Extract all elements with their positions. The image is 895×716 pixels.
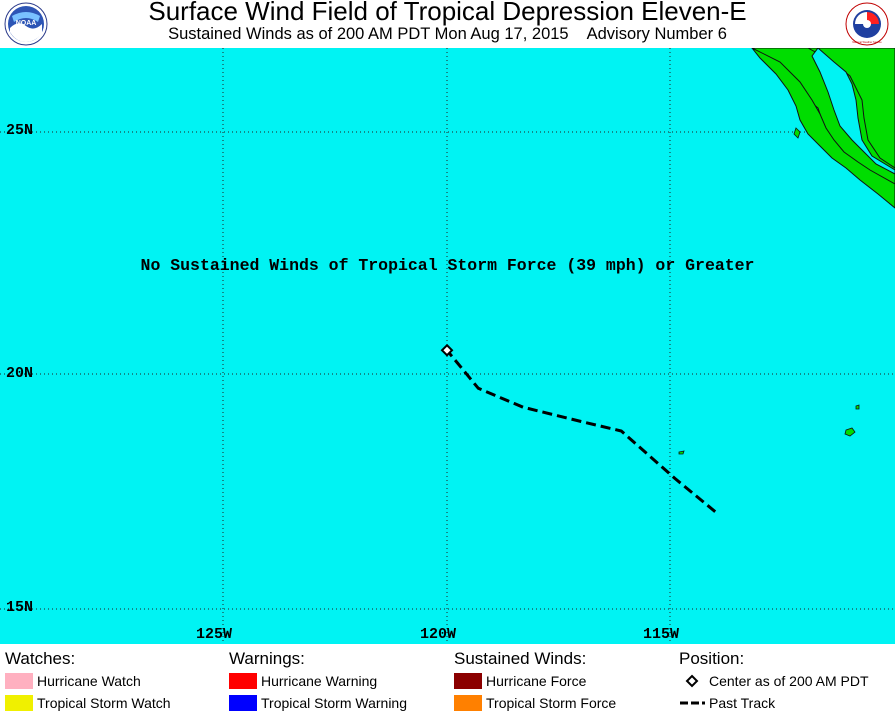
sustained-winds-time: Sustained Winds as of 200 AM PDT Mon Aug… [168,25,569,43]
socorro-island [844,427,856,437]
legend-heading-warnings: Warnings: [229,649,305,668]
legend-item: Tropical Storm Watch [5,692,171,714]
lat-label-15n: 15N [6,599,34,616]
noaa-logo: NOAA [4,2,48,46]
legend: Watches: Hurricane Watch Tropical Storm … [0,644,895,716]
advisory-number: Advisory Number 6 [586,25,727,43]
tropical-storm-warning-swatch [229,695,257,712]
legend-watches: Watches: Hurricane Watch Tropical Storm … [5,648,171,714]
legend-heading-position: Position: [679,649,745,668]
legend-label: Hurricane Force [486,673,587,689]
nws-logo: National Weather Service [845,2,889,46]
san-benedicto-island [855,404,860,410]
past-track-line [445,349,717,513]
legend-label: Tropical Storm Warning [261,695,408,711]
legend-label: Hurricane Warning [261,673,378,689]
hurricane-warning-swatch [229,673,257,690]
legend-winds: Sustained Winds: Hurricane Force Tropica… [454,648,616,714]
hurricane-force-swatch [454,673,482,690]
legend-position: Position: Center as of 200 AM PDT Past T… [679,648,869,714]
tropical-storm-force-swatch [454,695,482,712]
legend-item: Hurricane Warning [229,670,407,692]
cedros-island [793,127,801,139]
logo-text: NOAA [16,20,37,27]
legend-label: Tropical Storm Force [486,695,617,711]
header: NOAA Surface Wind Field of Tropical Depr… [0,0,895,48]
legend-item: Tropical Storm Warning [229,692,407,714]
dashed-line-icon [680,701,705,705]
legend-item: Hurricane Force [454,670,616,692]
track-layer [440,343,717,513]
lon-label-125w: 125W [196,626,233,643]
legend-heading-watches: Watches: [5,649,76,668]
tropical-storm-watch-swatch [5,695,33,712]
legend-item: Past Track [679,692,869,714]
legend-item: Hurricane Watch [5,670,171,692]
logo-text: National Weather Service [852,40,882,44]
baja-peninsula [751,48,895,209]
hurricane-watch-swatch [5,673,33,690]
storm-center-marker [440,343,454,357]
wind-notice: No Sustained Winds of Tropical Storm For… [140,256,755,275]
lon-label-120w: 120W [420,626,457,643]
legend-item: Tropical Storm Force [454,692,616,714]
page-subtitle: Sustained Winds as of 200 AM PDT Mon Aug… [0,25,895,44]
diamond-icon [685,674,699,688]
legend-heading-winds: Sustained Winds: [454,649,587,668]
map-canvas [0,48,895,644]
legend-label: Center as of 200 AM PDT [709,673,869,689]
legend-item: Center as of 200 AM PDT [679,670,869,692]
legend-label: Past Track [709,695,776,711]
page-title: Surface Wind Field of Tropical Depressio… [148,0,747,26]
legend-label: Tropical Storm Watch [37,695,171,711]
gulf-of-california [811,48,895,175]
clarion-island [678,450,685,455]
legend-label: Hurricane Watch [37,673,141,689]
lat-label-20n: 20N [6,365,34,382]
map-area: 25N 20N 15N 125W 120W 115W No Sustained … [0,48,895,644]
lon-label-115w: 115W [643,626,680,643]
lat-label-25n: 25N [6,122,34,139]
legend-warnings: Warnings: Hurricane Warning Tropical Sto… [229,648,407,714]
